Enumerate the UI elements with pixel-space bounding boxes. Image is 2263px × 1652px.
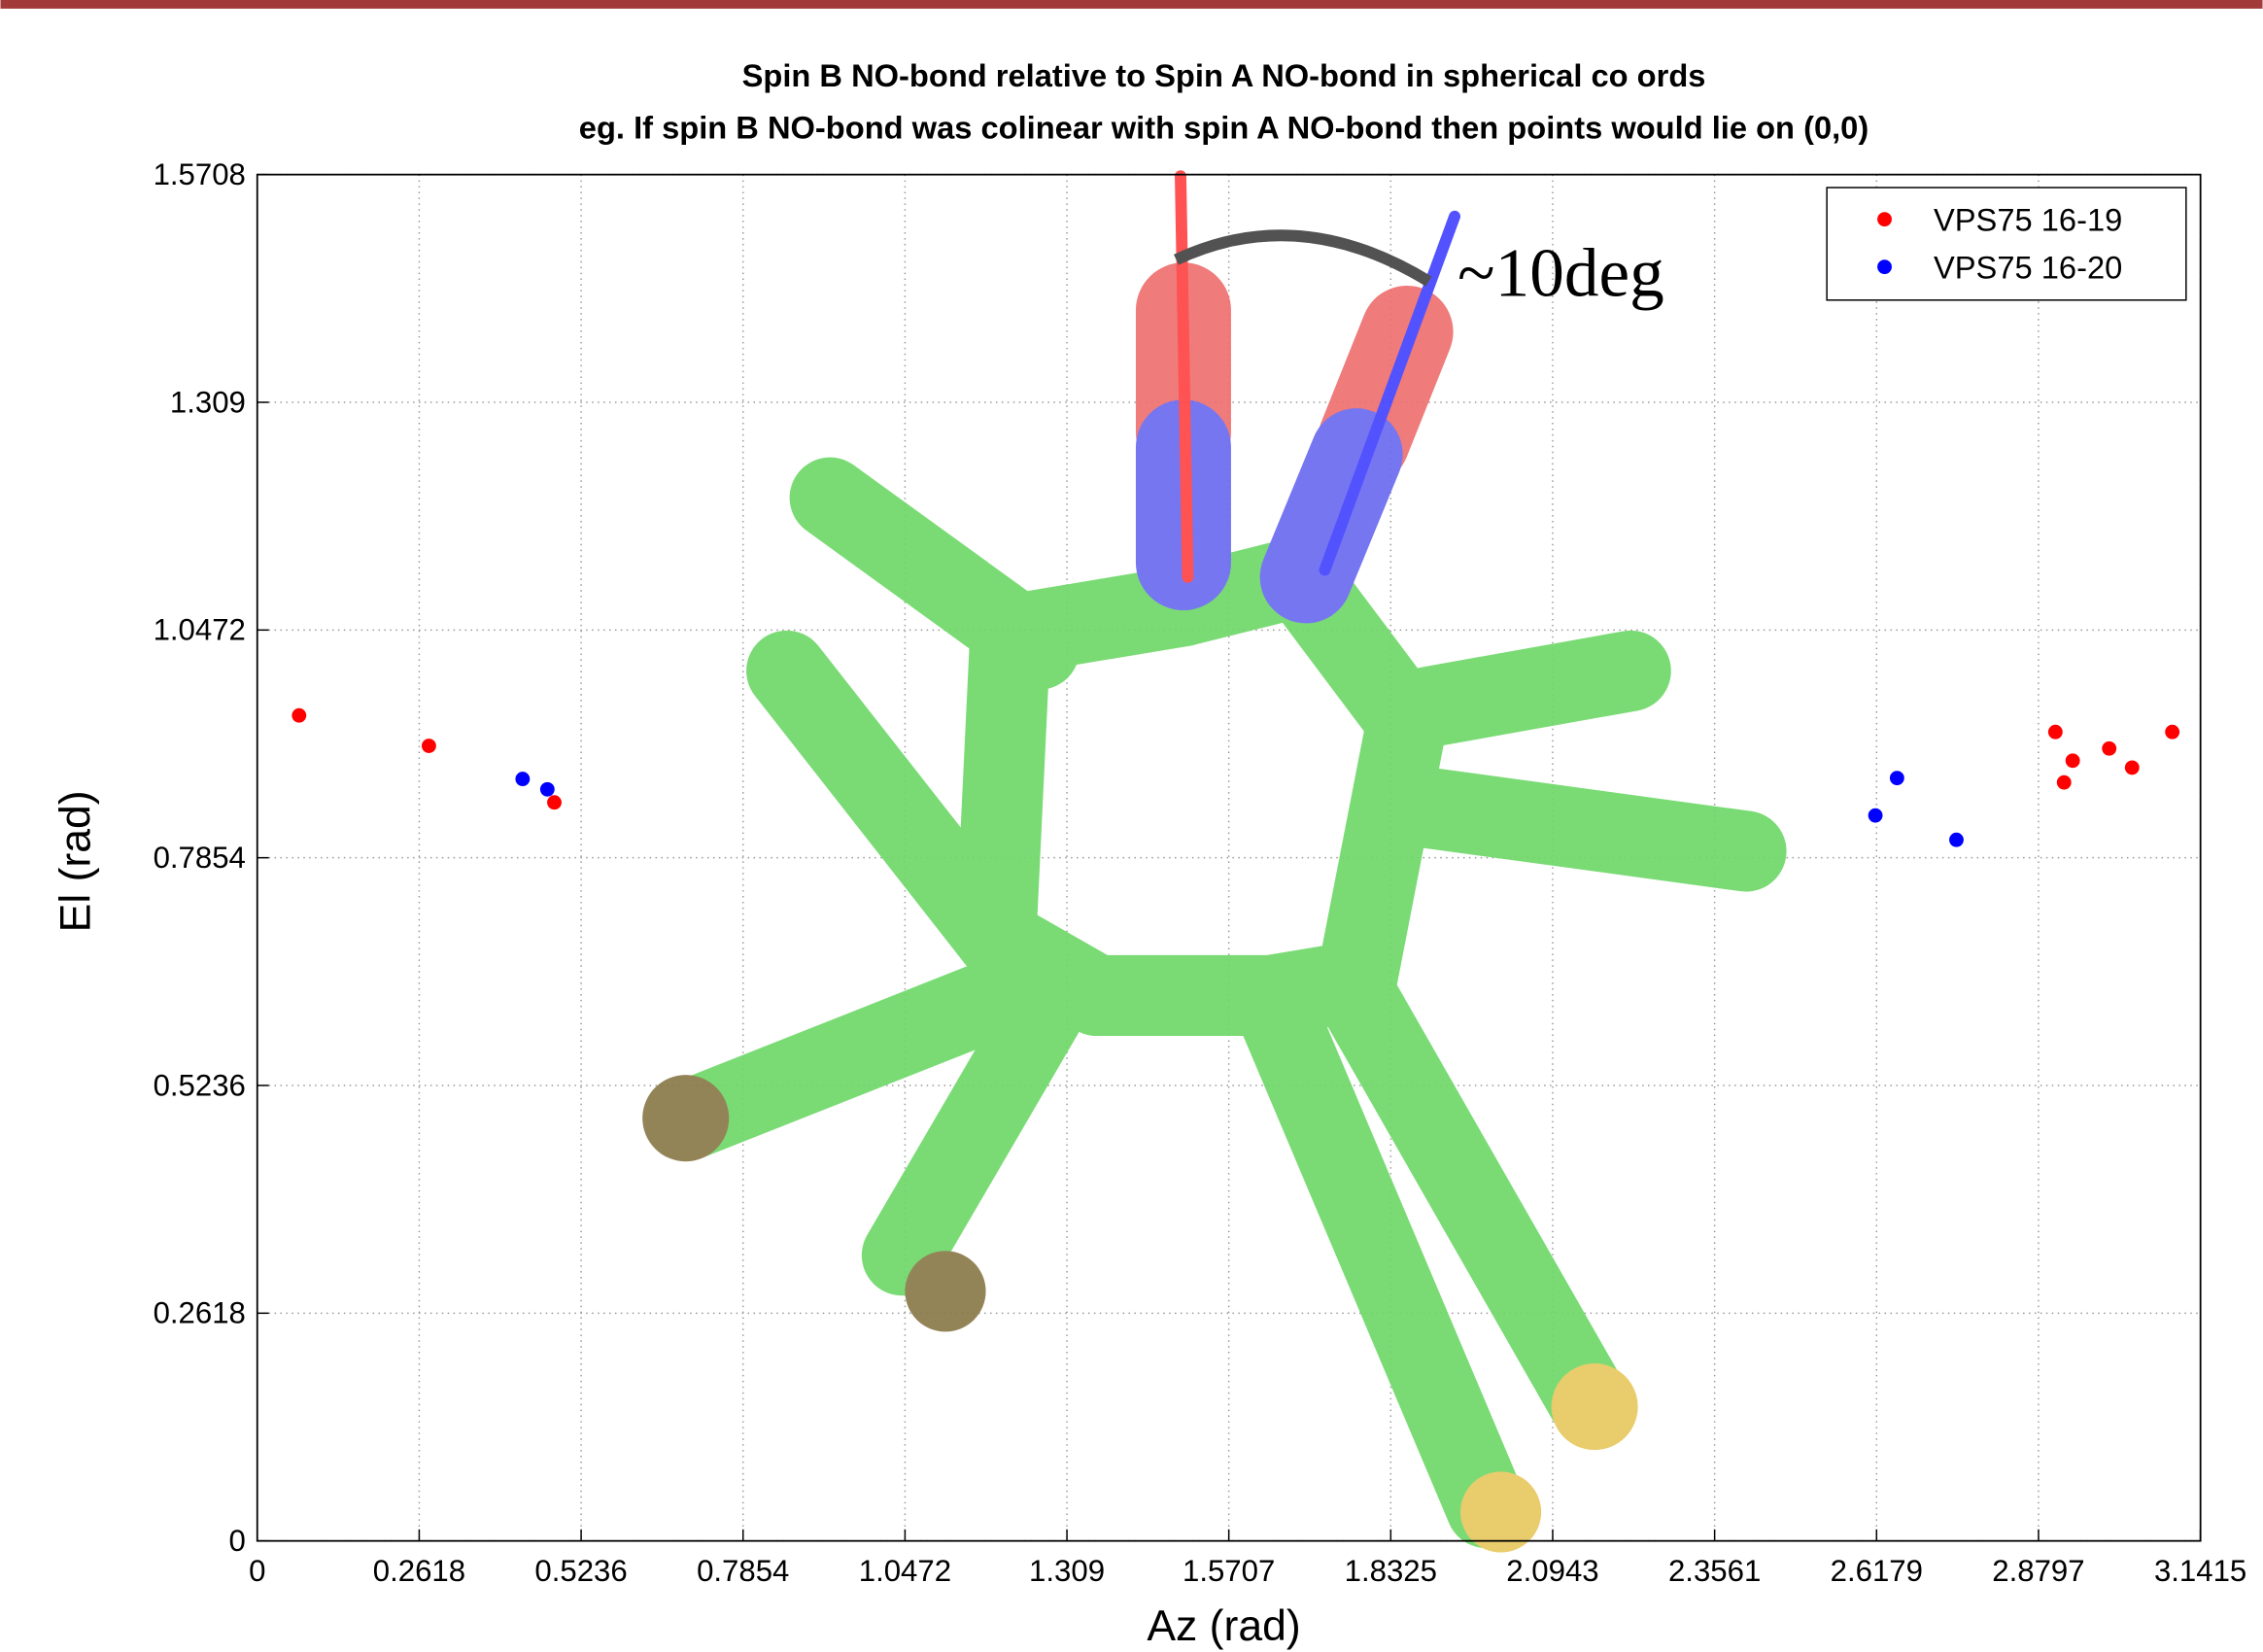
data-point <box>1869 809 1883 823</box>
data-point <box>2048 725 2063 740</box>
data-point <box>2165 725 2179 740</box>
data-point <box>422 739 436 753</box>
y-tick-label: 0 <box>229 1524 246 1558</box>
data-point <box>1949 833 1964 847</box>
data-point <box>515 772 530 786</box>
y-tick-label: 1.0472 <box>154 613 246 647</box>
legend-marker <box>1877 212 1892 226</box>
y-tick-label: 0.5236 <box>154 1068 246 1102</box>
data-point <box>2102 741 2116 756</box>
x-tick-label: 3.1415 <box>2154 1554 2246 1588</box>
legend-label: VPS75 16-19 <box>1934 202 2122 238</box>
annotation: ~10deg <box>1457 234 1664 311</box>
chart-subtitle: eg. If spin B NO-bond was colinear with … <box>579 110 1869 146</box>
x-tick-label: 1.5707 <box>1183 1554 1275 1588</box>
x-tick-label: 2.0943 <box>1506 1554 1598 1588</box>
top-bar <box>0 0 2262 9</box>
y-tick-label: 0.2618 <box>154 1296 246 1330</box>
data-point <box>2057 775 2072 790</box>
x-tick-label: 0 <box>249 1554 265 1588</box>
x-tick-label: 2.8797 <box>1992 1554 2084 1588</box>
x-axis-label: Az (rad) <box>1147 1602 1300 1650</box>
x-tick-label: 0.2618 <box>373 1554 465 1588</box>
data-point <box>1890 771 1904 785</box>
y-axis-label: El (rad) <box>52 790 100 932</box>
y-tick-label: 0.7854 <box>154 841 246 875</box>
x-tick-label: 1.8325 <box>1345 1554 1437 1588</box>
x-tick-label: 1.0472 <box>859 1554 951 1588</box>
y-tick-label: 1.5708 <box>154 157 246 191</box>
y-tick-label: 1.309 <box>170 385 246 419</box>
data-point <box>2066 753 2080 768</box>
x-tick-label: 2.3561 <box>1668 1554 1761 1588</box>
data-point <box>2125 761 2140 775</box>
x-tick-label: 0.7854 <box>697 1554 789 1588</box>
legend-marker <box>1877 259 1892 274</box>
data-point <box>540 782 555 797</box>
x-tick-label: 1.309 <box>1029 1554 1105 1588</box>
data-point <box>547 795 562 809</box>
x-tick-label: 2.6179 <box>1831 1554 1923 1588</box>
x-tick-label: 0.5236 <box>534 1554 627 1588</box>
chart: Spin B NO-bond relative to Spin A NO-bon… <box>0 0 2263 1652</box>
chart-title: Spin B NO-bond relative to Spin A NO-bon… <box>742 57 1706 93</box>
data-point <box>291 708 306 723</box>
legend-label: VPS75 16-20 <box>1934 250 2122 286</box>
